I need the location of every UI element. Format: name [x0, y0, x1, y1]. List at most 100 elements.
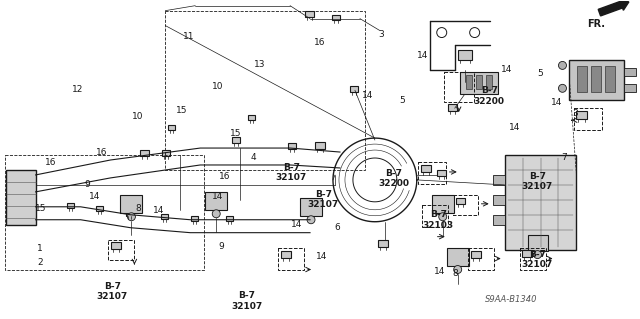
Bar — [577, 111, 588, 119]
Bar — [605, 66, 615, 92]
Text: B-7
32103: B-7 32103 — [422, 210, 454, 230]
Bar — [161, 214, 168, 219]
Circle shape — [454, 265, 461, 273]
Text: 7: 7 — [561, 153, 567, 162]
Text: 13: 13 — [253, 60, 265, 69]
Text: 5: 5 — [399, 96, 404, 105]
Text: B-7
32107: B-7 32107 — [97, 282, 128, 301]
Text: B-7
32107: B-7 32107 — [522, 172, 553, 191]
Bar — [378, 240, 388, 247]
Text: 1: 1 — [37, 244, 43, 253]
Circle shape — [439, 213, 447, 221]
Text: 14: 14 — [316, 252, 328, 261]
FancyArrow shape — [598, 0, 629, 16]
Bar — [522, 249, 532, 256]
Text: FR.: FR. — [588, 19, 605, 29]
Text: B-7
32107: B-7 32107 — [308, 189, 339, 209]
Circle shape — [559, 62, 566, 70]
Bar — [305, 11, 314, 17]
Bar — [575, 108, 602, 130]
Text: 14: 14 — [417, 51, 428, 60]
Text: 15: 15 — [35, 204, 46, 213]
Text: 9: 9 — [84, 181, 90, 189]
Bar — [300, 198, 322, 216]
Text: 16: 16 — [314, 38, 326, 47]
Bar — [205, 192, 227, 210]
Bar — [248, 115, 255, 120]
Bar — [436, 170, 445, 176]
Bar — [470, 251, 481, 257]
Text: 3: 3 — [378, 30, 383, 39]
Text: 10: 10 — [132, 112, 144, 121]
Bar — [67, 203, 74, 208]
Bar — [456, 198, 465, 204]
Bar — [493, 215, 504, 225]
Bar — [232, 137, 240, 143]
Bar — [420, 165, 431, 172]
Bar — [452, 195, 477, 215]
Text: 3: 3 — [573, 109, 579, 118]
Text: 14: 14 — [509, 123, 520, 132]
Circle shape — [307, 216, 315, 224]
Bar — [625, 84, 636, 92]
Bar — [460, 72, 498, 94]
Bar — [466, 75, 472, 89]
Text: 12: 12 — [72, 85, 83, 94]
Bar — [458, 50, 472, 60]
Bar — [432, 195, 454, 213]
Bar — [120, 195, 142, 213]
Bar — [476, 75, 482, 89]
Bar — [281, 251, 291, 257]
Text: 16: 16 — [45, 158, 56, 167]
Text: 14: 14 — [89, 191, 100, 201]
Bar — [504, 155, 577, 249]
Text: 2: 2 — [38, 258, 43, 267]
Text: 15: 15 — [175, 107, 187, 115]
Text: B-7
32107: B-7 32107 — [522, 250, 553, 269]
Bar — [591, 66, 602, 92]
Bar — [350, 86, 358, 92]
Bar — [448, 104, 457, 110]
Bar — [422, 205, 448, 227]
Text: 16: 16 — [96, 148, 108, 157]
Bar — [527, 235, 547, 251]
Bar — [140, 150, 149, 156]
Circle shape — [534, 251, 541, 259]
Circle shape — [127, 213, 136, 221]
Bar — [570, 60, 625, 100]
Text: 14: 14 — [435, 267, 445, 276]
Circle shape — [212, 210, 220, 218]
Text: 8: 8 — [452, 269, 458, 278]
Bar — [163, 150, 170, 156]
Bar — [6, 170, 36, 225]
Bar — [332, 15, 340, 20]
Text: 14: 14 — [362, 92, 374, 100]
Bar — [4, 155, 204, 270]
Bar — [625, 68, 636, 76]
Text: 11: 11 — [183, 32, 195, 41]
Text: 8: 8 — [135, 204, 141, 213]
Bar — [444, 72, 474, 102]
Text: B-7
32107: B-7 32107 — [231, 291, 262, 310]
Text: 14: 14 — [154, 206, 164, 215]
Bar — [168, 125, 175, 130]
Text: B-7
32107: B-7 32107 — [276, 162, 307, 182]
Text: 14: 14 — [291, 220, 302, 229]
Text: 16: 16 — [218, 172, 230, 181]
Bar — [577, 66, 588, 92]
Circle shape — [559, 84, 566, 92]
Bar — [127, 211, 133, 216]
Text: S9AA-B1340: S9AA-B1340 — [485, 295, 538, 304]
Text: 10: 10 — [212, 82, 223, 91]
Bar — [418, 162, 445, 184]
Bar — [111, 241, 122, 249]
Text: B-7
32200: B-7 32200 — [474, 86, 505, 106]
Text: 14: 14 — [550, 98, 562, 107]
Bar — [468, 248, 493, 270]
Text: 14: 14 — [212, 191, 223, 201]
Text: 5: 5 — [538, 69, 543, 78]
Bar — [315, 142, 325, 149]
Bar — [486, 75, 492, 89]
Bar — [97, 206, 104, 211]
Bar — [288, 143, 296, 149]
